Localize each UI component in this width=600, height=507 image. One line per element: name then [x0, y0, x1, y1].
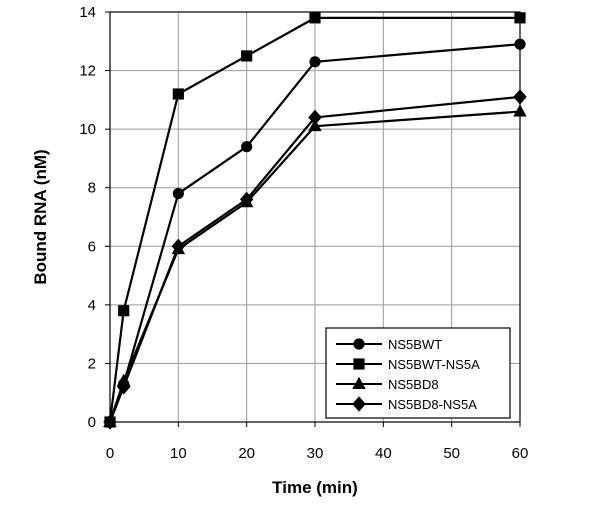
legend: NS5BWT NS5BWT-NS5A NS5BD8 NS5BD8-NS5A: [325, 327, 511, 419]
y-tick-label: 8: [88, 180, 96, 197]
x-tick-label: 60: [512, 445, 529, 462]
axis-ticks: 0 10 20 30 40 50 60 0 2 4 6 8 10 12 14: [79, 4, 528, 462]
x-tick-label: 40: [375, 445, 392, 462]
y-tick-label: 4: [88, 297, 96, 314]
legend-label: NS5BD8: [388, 377, 439, 392]
data-point-diamond: [239, 191, 254, 208]
series-lines: [103, 12, 527, 430]
legend-marker-diamond: [352, 396, 366, 412]
y-tick-label: 0: [88, 414, 96, 431]
data-point-square: [309, 12, 321, 24]
data-point-diamond: [171, 238, 186, 254]
data-point-square: [172, 88, 184, 100]
data-point-diamond: [513, 89, 527, 105]
x-tick-label: 50: [443, 445, 460, 462]
y-axis-title: Bound RNA (nM): [31, 149, 50, 284]
series-ns5bd8-ns5a: [103, 89, 527, 430]
legend-item: NS5BWT-NS5A: [336, 357, 480, 372]
data-point-circle: [514, 38, 526, 50]
data-point-square: [514, 12, 526, 24]
x-axis-title: Time (min): [272, 478, 358, 497]
x-tick-label: 10: [170, 445, 187, 462]
legend-marker-square: [353, 358, 365, 370]
legend-marker-triangle: [352, 376, 366, 389]
x-tick-label: 0: [106, 445, 114, 462]
series-line: [108, 95, 521, 423]
legend-marker-circle: [353, 338, 365, 350]
y-tick-label: 10: [79, 121, 96, 138]
legend-label: NS5BWT: [388, 337, 442, 352]
data-point-circle: [241, 141, 253, 153]
data-point-triangle: [513, 104, 527, 117]
series-line: [108, 16, 520, 423]
legend-item: NS5BD8-NS5A: [336, 396, 477, 412]
data-point-circle: [172, 187, 184, 200]
x-tick-label: 30: [307, 445, 324, 462]
y-tick-label: 14: [79, 4, 96, 21]
legend-label: NS5BWT-NS5A: [388, 357, 480, 372]
data-point-diamond: [116, 379, 131, 395]
y-tick-label: 2: [88, 355, 96, 372]
data-point-diamond: [308, 109, 322, 126]
legend-item: NS5BD8: [336, 376, 439, 392]
y-tick-label: 6: [88, 238, 96, 255]
legend-label: NS5BD8-NS5A: [388, 397, 477, 412]
data-point-circle: [309, 56, 321, 68]
data-point-triangle: [308, 119, 322, 132]
x-tick-label: 20: [238, 445, 255, 462]
legend-item: NS5BWT: [336, 337, 442, 352]
data-point-diamond: [103, 414, 117, 430]
data-point-square: [118, 305, 130, 317]
data-point-square: [241, 50, 253, 62]
y-tick-label: 12: [79, 63, 96, 80]
